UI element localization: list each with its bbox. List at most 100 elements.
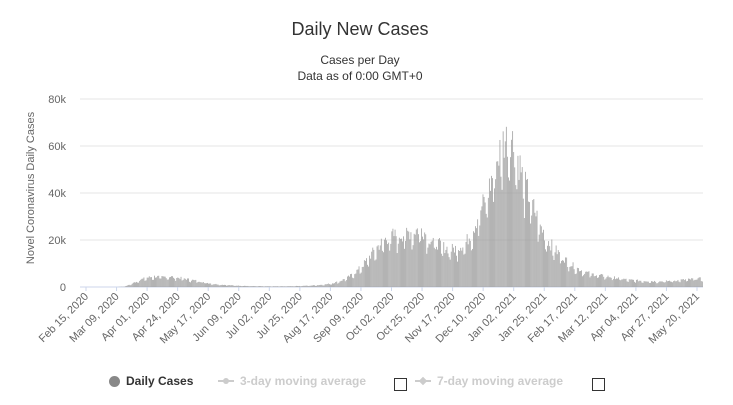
bar-daily-cases[interactable] <box>268 286 270 287</box>
bar-daily-cases[interactable] <box>180 276 182 287</box>
bar-daily-cases[interactable] <box>500 176 502 287</box>
bar-daily-cases[interactable] <box>359 273 361 287</box>
bar-daily-cases[interactable] <box>145 280 147 287</box>
bar-daily-cases[interactable] <box>477 219 479 287</box>
bar-daily-cases[interactable] <box>131 283 133 287</box>
bar-daily-cases[interactable] <box>595 275 597 287</box>
bar-daily-cases[interactable] <box>503 157 505 287</box>
bar-daily-cases[interactable] <box>552 255 554 287</box>
bar-daily-cases[interactable] <box>499 139 501 287</box>
bar-daily-cases[interactable] <box>632 279 633 287</box>
bar-daily-cases[interactable] <box>558 252 560 287</box>
bar-daily-cases[interactable] <box>258 286 259 287</box>
bar-daily-cases[interactable] <box>413 233 415 287</box>
bar-daily-cases[interactable] <box>564 262 565 287</box>
bar-daily-cases[interactable] <box>621 279 623 287</box>
bar-daily-cases[interactable] <box>265 286 267 287</box>
bar-daily-cases[interactable] <box>493 201 494 287</box>
bar-daily-cases[interactable] <box>162 276 164 287</box>
bar-daily-cases[interactable] <box>661 281 663 287</box>
bar-daily-cases[interactable] <box>165 278 167 287</box>
bar-daily-cases[interactable] <box>648 282 650 287</box>
bar-daily-cases[interactable] <box>375 259 377 287</box>
bar-daily-cases[interactable] <box>358 266 360 287</box>
bar-daily-cases[interactable] <box>348 275 349 287</box>
bar-daily-cases[interactable] <box>421 228 422 287</box>
bar-daily-cases[interactable] <box>384 239 385 287</box>
bar-daily-cases[interactable] <box>641 282 643 287</box>
bar-daily-cases[interactable] <box>575 273 577 287</box>
bar-daily-cases[interactable] <box>682 279 684 287</box>
bar-daily-cases[interactable] <box>501 189 503 287</box>
bar-daily-cases[interactable] <box>403 236 404 287</box>
bar-daily-cases[interactable] <box>495 179 497 287</box>
bar-daily-cases[interactable] <box>312 285 313 287</box>
bar-daily-cases[interactable] <box>320 284 322 287</box>
bar-daily-cases[interactable] <box>576 267 578 287</box>
bar-daily-cases[interactable] <box>597 277 598 287</box>
bar-daily-cases[interactable] <box>351 273 352 287</box>
bar-daily-cases[interactable] <box>554 252 556 287</box>
bar-daily-cases[interactable] <box>580 270 581 287</box>
bar-daily-cases[interactable] <box>505 126 507 287</box>
bar-daily-cases[interactable] <box>675 281 677 287</box>
bar-daily-cases[interactable] <box>569 266 571 287</box>
bar-daily-cases[interactable] <box>519 155 521 287</box>
bar-daily-cases[interactable] <box>440 240 441 287</box>
bar-daily-cases[interactable] <box>399 238 401 287</box>
bar-daily-cases[interactable] <box>338 282 340 287</box>
bar-daily-cases[interactable] <box>488 178 490 287</box>
bar-daily-cases[interactable] <box>476 228 477 287</box>
bar-daily-cases[interactable] <box>171 276 172 287</box>
bar-daily-cases[interactable] <box>178 278 180 287</box>
bar-daily-cases[interactable] <box>193 279 195 287</box>
bar-daily-cases[interactable] <box>292 286 294 287</box>
bar-daily-cases[interactable] <box>213 284 215 287</box>
bar-daily-cases[interactable] <box>628 279 630 287</box>
bar-daily-cases[interactable] <box>344 281 346 287</box>
bar-daily-cases[interactable] <box>465 241 467 287</box>
bar-daily-cases[interactable] <box>200 282 202 287</box>
bar-daily-cases[interactable] <box>380 238 382 287</box>
bar-daily-cases[interactable] <box>639 280 641 287</box>
bar-daily-cases[interactable] <box>354 274 356 287</box>
bar-daily-cases[interactable] <box>199 282 201 287</box>
bar-daily-cases[interactable] <box>412 245 414 287</box>
bar-daily-cases[interactable] <box>532 200 534 287</box>
bar-daily-cases[interactable] <box>663 282 665 287</box>
bar-daily-cases[interactable] <box>341 280 343 287</box>
bar-daily-cases[interactable] <box>381 250 383 287</box>
bar-daily-cases[interactable] <box>272 286 274 287</box>
bar-daily-cases[interactable] <box>195 279 197 287</box>
bar-daily-cases[interactable] <box>466 234 468 287</box>
bar-daily-cases[interactable] <box>562 260 563 287</box>
bar-daily-cases[interactable] <box>297 285 298 287</box>
bar-daily-cases[interactable] <box>487 197 489 287</box>
bar-daily-cases[interactable] <box>699 277 701 287</box>
bar-daily-cases[interactable] <box>308 285 310 287</box>
bar-daily-cases[interactable] <box>202 282 204 287</box>
bar-daily-cases[interactable] <box>201 282 203 287</box>
bar-daily-cases[interactable] <box>281 286 283 287</box>
bar-daily-cases[interactable] <box>350 274 351 287</box>
bar-daily-cases[interactable] <box>565 257 566 287</box>
bar-daily-cases[interactable] <box>497 161 499 287</box>
legend-item-daily-cases[interactable]: Daily Cases <box>109 374 193 388</box>
bar-daily-cases[interactable] <box>352 277 354 287</box>
bar-daily-cases[interactable] <box>437 249 438 287</box>
bar-daily-cases[interactable] <box>623 278 625 287</box>
bar-daily-cases[interactable] <box>366 258 367 287</box>
bar-daily-cases[interactable] <box>566 257 568 287</box>
bar-daily-cases[interactable] <box>627 281 629 287</box>
bar-daily-cases[interactable] <box>285 286 287 287</box>
bar-daily-cases[interactable] <box>236 285 238 287</box>
bar-daily-cases[interactable] <box>259 286 260 287</box>
bar-daily-cases[interactable] <box>266 286 268 287</box>
bar-daily-cases[interactable] <box>396 253 398 287</box>
bar-daily-cases[interactable] <box>619 279 621 287</box>
bar-daily-cases[interactable] <box>676 281 678 287</box>
bar-daily-cases[interactable] <box>302 285 304 287</box>
bar-daily-cases[interactable] <box>327 283 329 287</box>
bar-daily-cases[interactable] <box>252 285 254 287</box>
bar-daily-cases[interactable] <box>324 284 326 287</box>
